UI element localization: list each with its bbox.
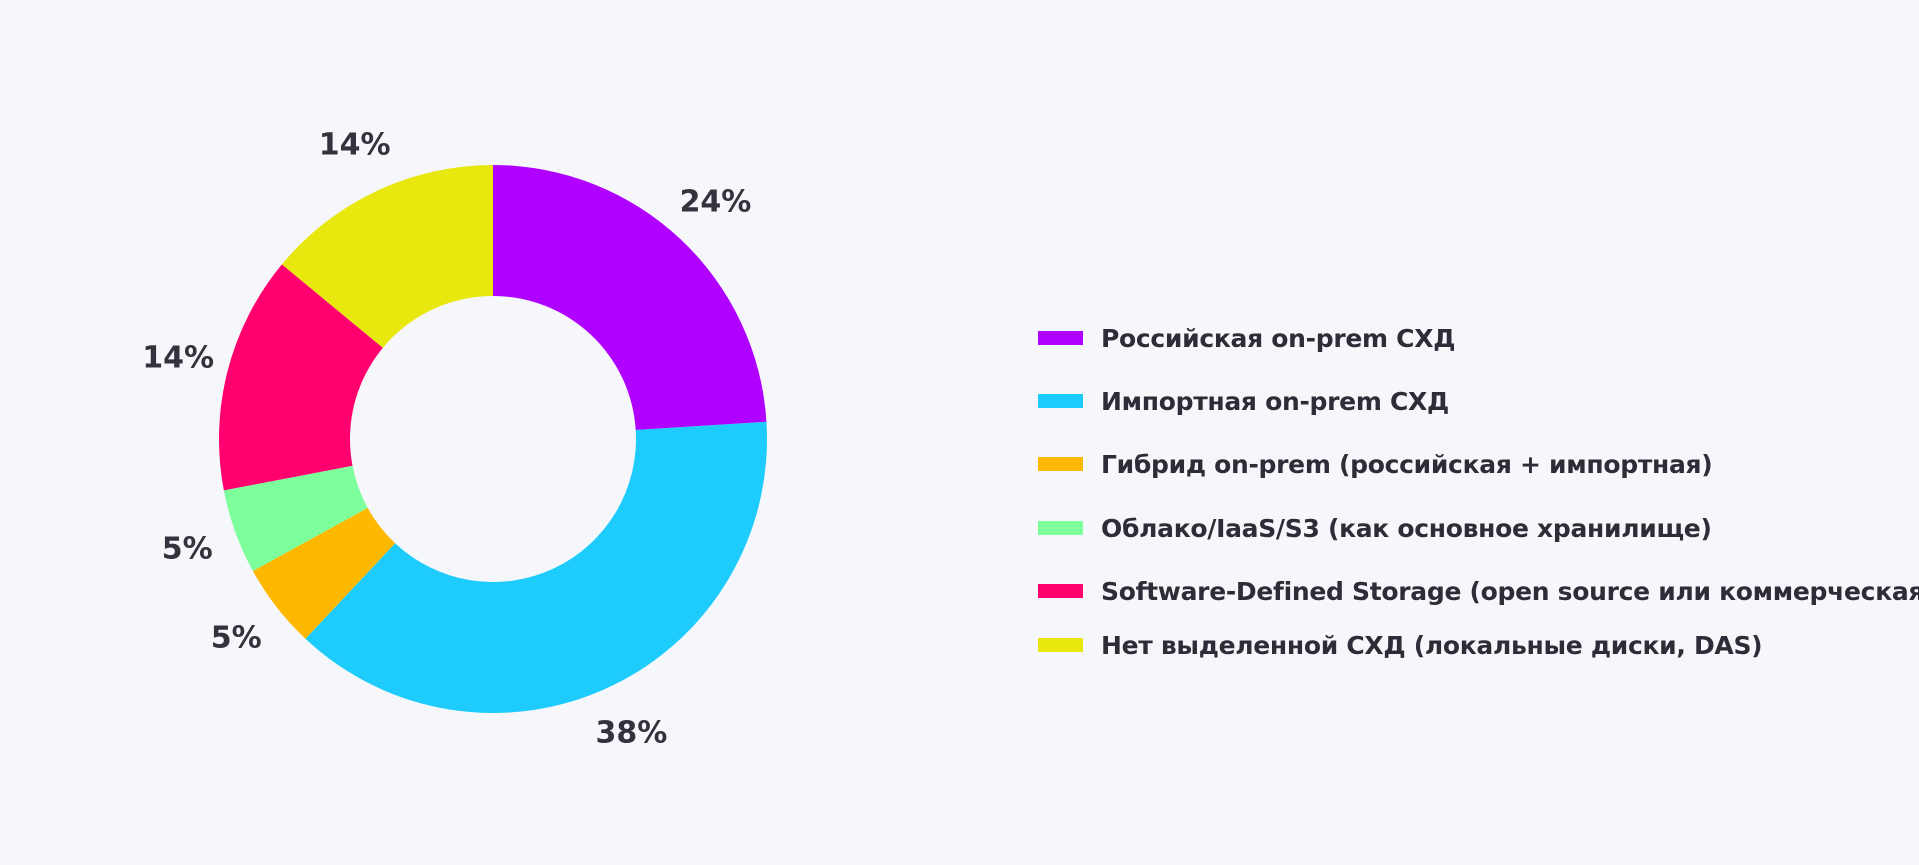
legend-swatch [1038,331,1083,345]
legend-item-cloud: Облако/IaaS/S3 (как основное хранилище) [1038,508,1712,548]
donut-slices [219,165,767,713]
legend-label: Импортная on-prem СХД [1101,386,1449,416]
slice-label-4: 14% [142,341,214,376]
legend-label: Software-Defined Storage (open source ил… [1101,576,1919,606]
donut-chart: 24% 38% 5% 5% 14% 14% [142,127,767,751]
legend-swatch [1038,521,1083,535]
legend-swatch [1038,457,1083,471]
slice-label-5: 14% [319,127,391,162]
legend-label: Гибрид on-prem (российская + импортная) [1101,449,1713,479]
legend-swatch [1038,584,1083,598]
slice-label-1: 38% [595,716,667,751]
slice-label-3: 5% [162,532,213,567]
donut-slice-2 [252,507,396,639]
donut-slice-5 [281,165,493,348]
donut-slice-1 [305,421,767,713]
legend-swatch [1038,638,1083,652]
donut-slice-3 [223,465,368,572]
legend-label: Облако/IaaS/S3 (как основное хранилище) [1101,513,1712,543]
legend-label: Российская on-prem СХД [1101,323,1456,353]
legend-item-sds: Software-Defined Storage (open source ил… [1038,571,1919,611]
slice-label-2: 5% [211,621,262,656]
donut-slice-0 [493,165,767,431]
slice-label-0: 24% [680,185,752,220]
legend-item-russian-on-prem: Российская on-prem СХД [1038,318,1455,358]
slice-labels: 24% 38% 5% 5% 14% 14% [142,127,751,750]
legend-swatch [1038,394,1083,408]
legend-item-hybrid-on-prem: Гибрид on-prem (российская + импортная) [1038,444,1713,484]
legend-item-no-dedicated-storage: Нет выделенной СХД (локальные диски, DAS… [1038,625,1763,665]
legend-label: Нет выделенной СХД (локальные диски, DAS… [1101,630,1763,660]
legend-item-imported-on-prem: Импортная on-prem СХД [1038,381,1449,421]
legend: Российская on-prem СХД Импортная on-prem… [1038,0,1919,865]
donut-slice-4 [219,264,383,491]
